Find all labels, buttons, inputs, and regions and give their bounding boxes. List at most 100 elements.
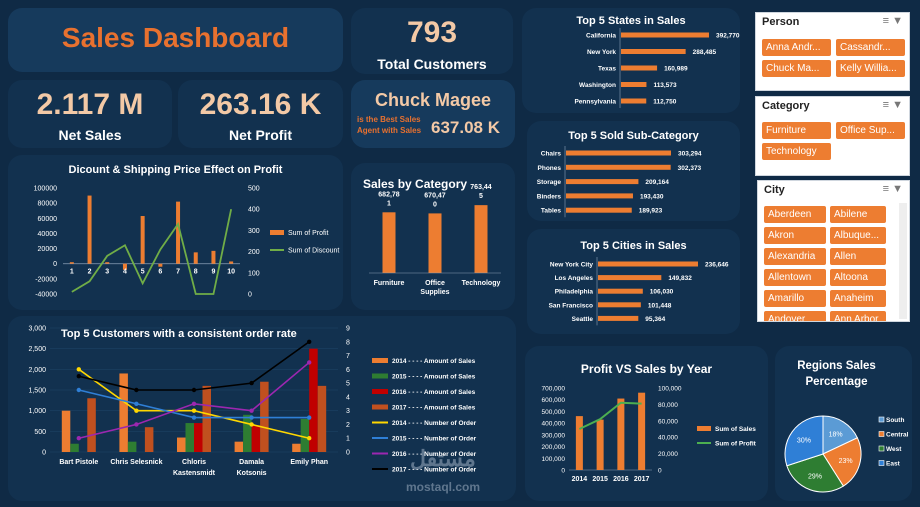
dashboard-title: Sales Dashboard (61, 22, 290, 53)
customers-chart-panel: Top 5 Customers with a consistent order … (8, 316, 516, 501)
multi-select-icon[interactable]: ≡ (882, 99, 890, 111)
bar-sales (61, 410, 71, 452)
data-label: 670,47 0 (424, 192, 446, 208)
point-orders (191, 415, 197, 420)
point-orders (191, 387, 197, 393)
y-tick-label: New York City (550, 262, 593, 269)
slicer-chip-city[interactable]: Amarillo (764, 290, 826, 307)
slicer-chip-category[interactable]: Office Sup... (836, 122, 905, 139)
point-orders (307, 436, 312, 441)
slicer-chip-person[interactable]: Anna Andr... (762, 39, 831, 56)
slicer-chip-category[interactable]: Technology (762, 143, 831, 160)
slicer-chip-city[interactable]: Altoona (830, 269, 886, 286)
x-tick-label: 3 (105, 269, 109, 276)
data-label: 682,78 1 (378, 191, 400, 207)
discount-chart: 100000 80000 60000 40000 20000 0 -20000 -40000 5… (34, 186, 340, 299)
y2-tick-label: 200 (248, 249, 260, 256)
x-tick-label: 10 (227, 269, 235, 276)
x-tick-label: Chloris Kastensmidt (173, 459, 216, 477)
y2-tick-label: 7 (346, 353, 350, 360)
bar (566, 193, 633, 199)
y2-tick-label: 5 (346, 381, 350, 388)
bar-sales (617, 398, 625, 470)
y-tick-label: Storage (537, 179, 562, 186)
point-orders (307, 360, 312, 365)
slicer-chip-category[interactable]: Furniture (762, 122, 831, 139)
x-tick-label: Bart Pistole (59, 459, 98, 466)
x-tick-label: 2014 (572, 476, 588, 483)
discount-chart-title: Dicount & Shipping Price Effect on Profi… (68, 164, 283, 176)
net-sales-card: 2.117 M Net Sales (8, 80, 172, 148)
y2-tick-label: 0 (658, 468, 662, 475)
slicer-chip-city[interactable]: Andover (764, 311, 826, 321)
y2-tick-label: 2 (346, 422, 350, 429)
regions-chart: 18% 23% 29% 30% South Central West East (784, 415, 909, 493)
regions-chart-panel: Regions Sales Percentage 18% 23% 29% 30% Sou… (775, 346, 912, 501)
bar-sales (292, 443, 301, 452)
pie-slice (784, 415, 824, 467)
y2-tick-label: 9 (346, 326, 350, 333)
regions-chart-title: Regions Sales Percentage (797, 360, 876, 388)
slicer-chip-person[interactable]: Kelly Willia... (836, 60, 905, 77)
bar-sales (194, 423, 203, 452)
bar-sales (596, 419, 604, 470)
point-orders (134, 408, 139, 413)
category-slicer[interactable]: Category ≡ ▼ Furniture Office Sup... Tec… (755, 96, 910, 176)
bar-category (428, 213, 442, 273)
multi-select-icon[interactable]: ≡ (882, 183, 890, 195)
clear-filter-icon[interactable]: ▼ (892, 15, 903, 27)
pie-slice (786, 453, 845, 493)
y-tick-label: Tables (541, 208, 561, 215)
bar-sales (638, 392, 646, 470)
point-orders (134, 387, 139, 393)
legend-label: Central (886, 432, 909, 439)
x-tick-label: Emily Phan (290, 459, 328, 466)
bar (598, 302, 641, 308)
y2-tick-label: 40,000 (658, 435, 678, 442)
states-chart-panel: Top 5 States in Sales California 392,770 N… (522, 8, 740, 113)
city-slicer-scrollbar[interactable] (899, 203, 907, 319)
slicer-chip-city[interactable]: Albuque... (830, 227, 886, 244)
slicer-chip-city[interactable]: Alexandria (764, 248, 826, 265)
subcategory-chart-panel: Top 5 Sold Sub-Category Chairs 303,294 Pho… (527, 121, 740, 221)
data-label: 189,923 (639, 208, 663, 215)
point-orders (307, 339, 312, 344)
data-label: 113,573 (653, 82, 677, 89)
slicer-chip-person[interactable]: Cassandr... (836, 39, 905, 56)
legend-label: 2015 - - - - Number of Order (392, 436, 477, 443)
city-slicer[interactable]: City ≡ ▼ Aberdeen Abilene Akron Albuque.… (757, 180, 910, 322)
clear-filter-icon[interactable]: ▼ (892, 99, 903, 111)
data-label: 30% (797, 438, 811, 445)
x-tick-label: 6 (158, 269, 162, 276)
y2-tick-label: 4 (346, 394, 350, 401)
slicer-chip-city[interactable]: Akron (764, 227, 826, 244)
slicer-chip-city[interactable]: Ann Arbor (830, 311, 886, 321)
y-tick-label: 0 (42, 450, 46, 457)
person-slicer[interactable]: Person ≡ ▼ Anna Andr... Cassandr... Chuc… (755, 12, 910, 91)
slicer-chip-city[interactable]: Aberdeen (764, 206, 826, 223)
x-tick-label: Technology (462, 280, 501, 287)
x-tick-label: 1 (70, 269, 74, 276)
y2-tick-label: 0 (248, 292, 252, 299)
y-tick-label: Los Angeles (555, 275, 594, 282)
bar (598, 261, 698, 267)
bar-profit (211, 250, 216, 264)
slicer-chip-city[interactable]: Allen (830, 248, 886, 265)
slicer-chip-city[interactable]: Anaheim (830, 290, 886, 307)
best-agent-caption-2: Agent with Sales (357, 126, 422, 135)
clear-filter-icon[interactable]: ▼ (892, 183, 903, 195)
y2-tick-label: 8 (346, 339, 350, 346)
bar (598, 288, 643, 294)
slicer-chip-person[interactable]: Chuck Ma... (762, 60, 831, 77)
legend-label: 2015 - - - - Amount of Sales (392, 374, 476, 381)
bar-profit (176, 201, 181, 264)
y2-tick-label: 0 (346, 450, 350, 457)
slicer-chip-city[interactable]: Abilene (830, 206, 886, 223)
slicer-chip-city[interactable]: Allentown (764, 269, 826, 286)
y-tick-label: San Francisco (549, 302, 593, 309)
multi-select-icon[interactable]: ≡ (882, 15, 890, 27)
category-slicer-title: Category (762, 100, 810, 112)
net-profit-value: 263.16 K (199, 88, 322, 121)
category-chart-title: Sales by Category (363, 177, 468, 191)
data-label: 18% (829, 432, 843, 439)
